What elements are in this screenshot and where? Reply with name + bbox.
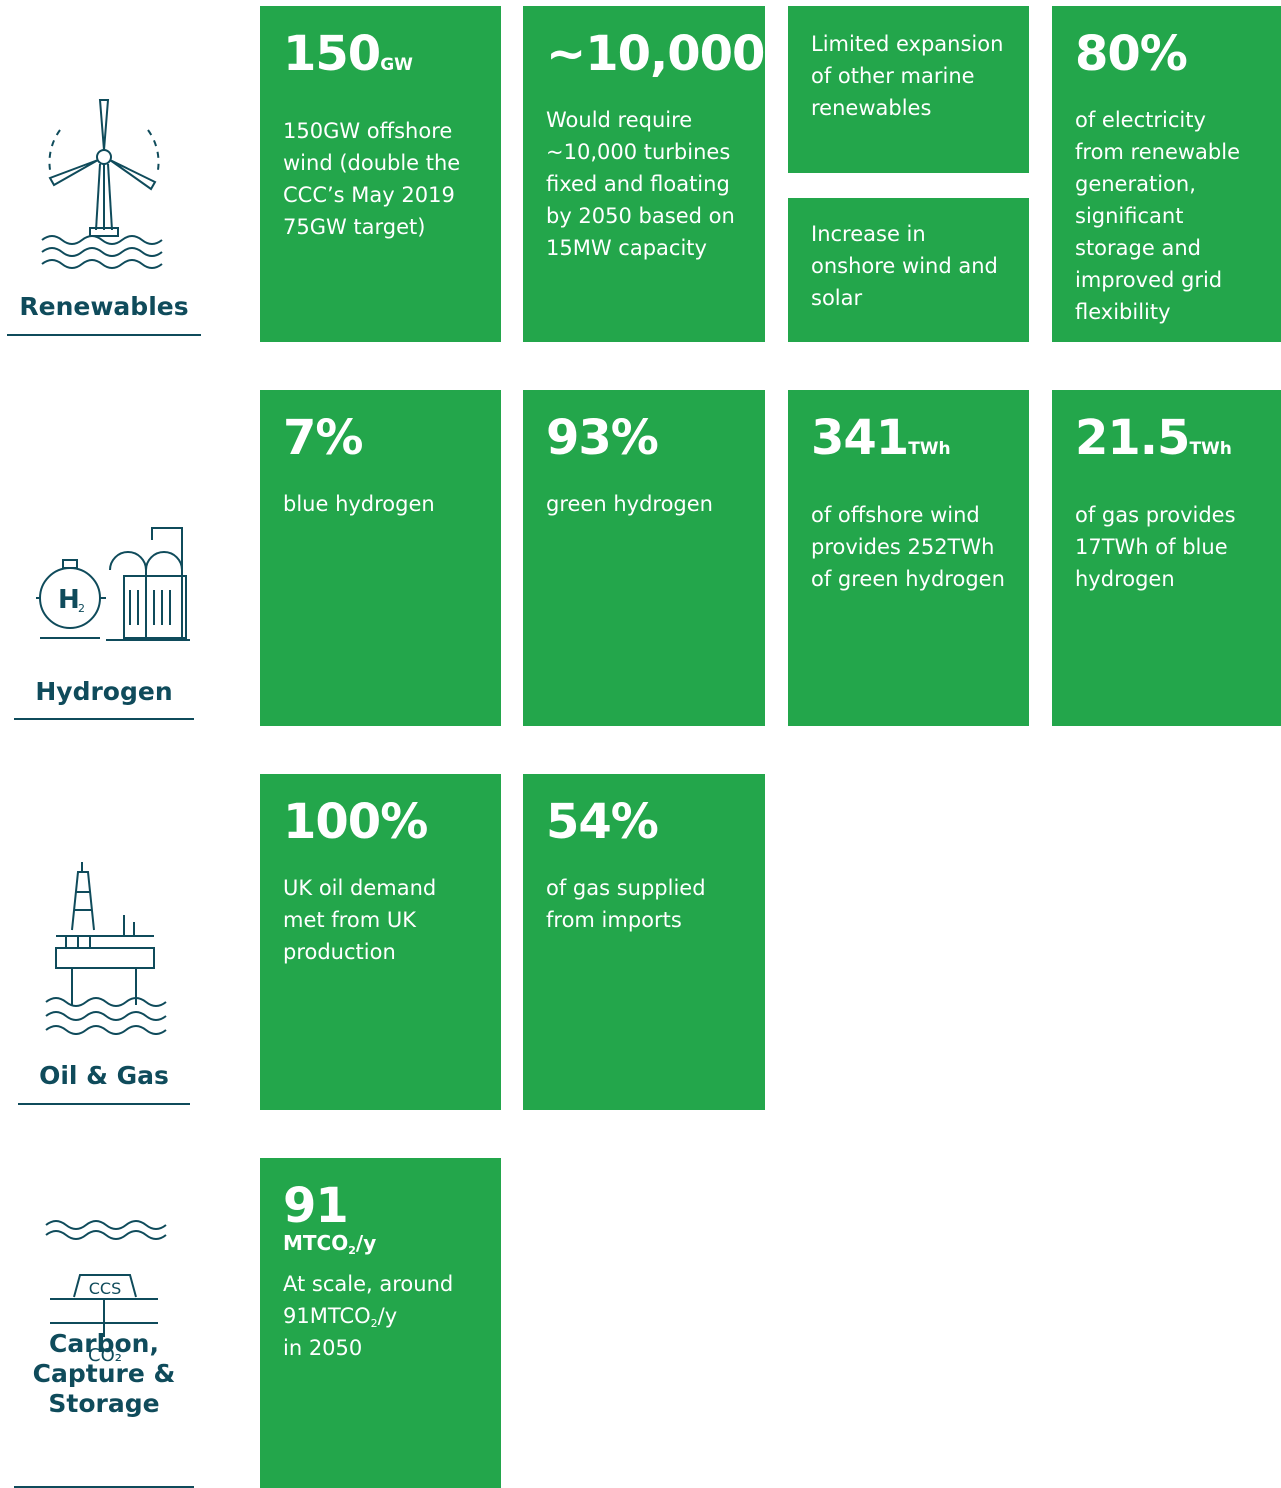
card-text: green hydrogen [546,492,713,516]
stat-card: 150GW 150GW offshore wind (double the CCC… [260,6,501,342]
figure-unit: GW [380,55,413,75]
card-text: Increase in onshore wind and solar [811,222,998,310]
text-line: in 2050 [283,1336,363,1360]
stat-card: 7% blue hydrogen [260,390,501,726]
stat-card: 93% green hydrogen [523,390,765,726]
label-underline [14,718,194,720]
section-label: Oil & Gas [39,1061,169,1090]
card-figure: 7% [283,408,481,468]
text-part: /y [377,1304,398,1328]
stat-card: 21.5TWh of gas provides 17TWh of blue hyd… [1052,390,1281,726]
card-text: Would require ~10,000 turbines fixed and… [546,108,735,260]
card-text: of gas supplied from imports [546,876,706,932]
stat-card: Increase in onshore wind and solar [788,198,1029,342]
figure-number: 341 [811,410,909,466]
card-figure: 150GW [283,24,481,95]
text-part: At scale, around 91MTCO [283,1272,454,1328]
icon-gas-text: CO₂ [88,1345,122,1365]
unit-subscript: 2 [348,1244,356,1257]
figure-number: 150 [283,26,381,82]
figure-number: 93% [546,410,659,466]
stat-card: 91 MTCO2/y At scale, around 91MTCO2/y in 20… [260,1158,501,1488]
card-text: blue hydrogen [283,492,435,516]
unit-text: MTCO [283,1231,349,1255]
card-text: Limited expansion of other marine renewa… [811,32,1004,120]
ccs-icon: CCS CO₂ [45,1220,167,1365]
card-text: of offshore wind provides 252TWh of gree… [811,503,1005,591]
stat-card: 100% UK oil demand met from UK production [260,774,501,1110]
card-figure: 341TWh [811,408,1009,479]
card-figure: ~10,000 [546,24,765,84]
figure-number: 21.5 [1075,410,1190,466]
stat-card: 80% of electricity from renewable generat… [1052,6,1281,342]
icon-symbol: H [58,585,80,615]
figure-number: 80% [1075,26,1188,82]
stat-card: ~10,000 Would require ~10,000 turbines fi… [523,6,765,342]
card-figure: 91 [283,1176,481,1236]
label-underline [14,1486,194,1488]
hydrogen-icon: H 2 [36,527,190,641]
card-text: UK oil demand met from UK production [283,876,437,964]
label-underline [7,334,201,336]
card-text: 150GW offshore wind (double the CCC’s Ma… [283,119,461,239]
figure-number: 100% [283,794,428,850]
figure-unit: TWh [908,439,951,459]
card-figure: 93% [546,408,745,468]
label-underline [18,1103,190,1105]
oil-rig-icon [45,862,167,1035]
section-label: Renewables [19,292,189,321]
card-text: of gas provides 17TWh of blue hydrogen [1075,503,1236,591]
stat-card: 54% of gas supplied from imports [523,774,765,1110]
card-figure: 21.5TWh [1075,408,1261,479]
icon-subscript: 2 [78,602,85,615]
unit-text: /y [355,1231,377,1255]
stat-card: Limited expansion of other marine renewa… [788,6,1029,173]
wind-turbine-icon [41,99,163,269]
figure-number: 91 [283,1178,349,1234]
section-label: Carbon, Capture & Storage [32,1329,176,1418]
figure-unit-line: MTCO2/y [283,1230,481,1256]
figure-number: 54% [546,794,659,850]
card-text: of electricity from renewable generation… [1075,108,1240,324]
stat-card: 341TWh of offshore wind provides 252TWh o… [788,390,1029,726]
section-label: Hydrogen [35,677,173,706]
figure-number: ~10,000 [546,26,765,82]
figure-number: 7% [283,410,363,466]
card-figure: 54% [546,792,745,852]
card-figure: 100% [283,792,481,852]
icon-box-text: CCS [89,1279,122,1298]
card-text: At scale, around 91MTCO2/y in 2050 [283,1268,481,1364]
text-subscript: 2 [370,1317,378,1330]
card-figure: 80% [1075,24,1261,84]
figure-unit: TWh [1189,439,1232,459]
